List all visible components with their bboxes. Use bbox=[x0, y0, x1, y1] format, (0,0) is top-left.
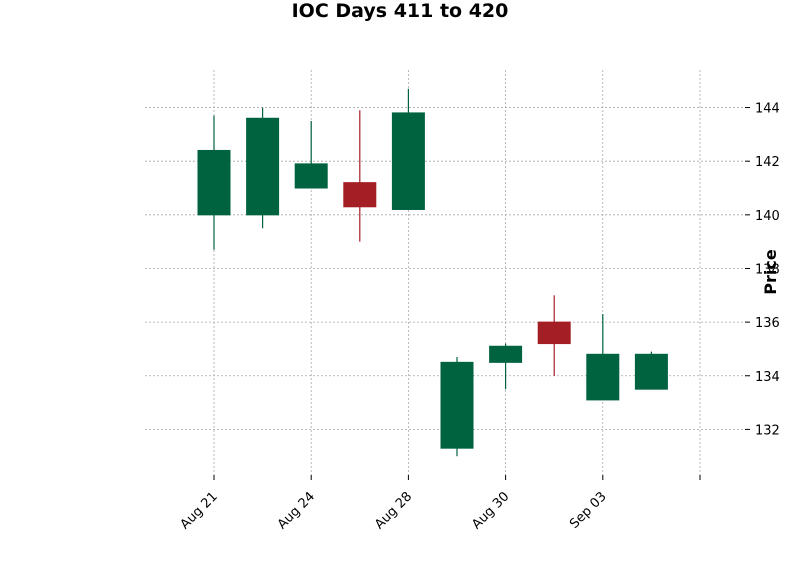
y-tick-label: 142 bbox=[755, 155, 780, 170]
y-tick-label: 136 bbox=[755, 316, 780, 331]
candle-up bbox=[391, 88, 425, 210]
candle-body bbox=[197, 149, 231, 216]
x-tick-label: Aug 24 bbox=[275, 489, 318, 532]
candle-up bbox=[197, 115, 231, 250]
candle-body bbox=[537, 321, 571, 345]
x-tick-label: Aug 30 bbox=[469, 489, 512, 532]
candle-up bbox=[634, 351, 668, 390]
y-tick-label: 134 bbox=[755, 370, 780, 385]
candle-body bbox=[294, 163, 328, 189]
candle-up bbox=[246, 107, 280, 229]
candle-up bbox=[586, 314, 620, 401]
y-axis-label: Price bbox=[761, 249, 780, 295]
chart-title: IOC Days 411 to 420 bbox=[292, 0, 509, 22]
x-tick-label: Aug 28 bbox=[372, 489, 415, 532]
candles bbox=[197, 88, 668, 457]
candle-down bbox=[537, 295, 571, 376]
x-tick-label: Sep 03 bbox=[567, 489, 610, 532]
grid bbox=[145, 70, 745, 475]
y-tick-label: 140 bbox=[755, 209, 780, 224]
y-tick-label: 138 bbox=[755, 262, 780, 277]
y-tick-label: 144 bbox=[755, 102, 780, 117]
candle-body bbox=[586, 353, 620, 401]
candle-up bbox=[294, 120, 328, 189]
candle-body bbox=[440, 361, 474, 449]
candle-body bbox=[489, 345, 523, 363]
candle-down bbox=[343, 110, 377, 242]
y-tick-label: 132 bbox=[755, 423, 780, 438]
candle-body bbox=[246, 117, 280, 216]
candle-body bbox=[634, 353, 668, 390]
candle-up bbox=[489, 343, 523, 390]
x-tick-label: Aug 21 bbox=[178, 489, 221, 532]
candle-body bbox=[391, 112, 425, 210]
candle-up bbox=[440, 356, 474, 457]
candle-body bbox=[343, 182, 377, 208]
